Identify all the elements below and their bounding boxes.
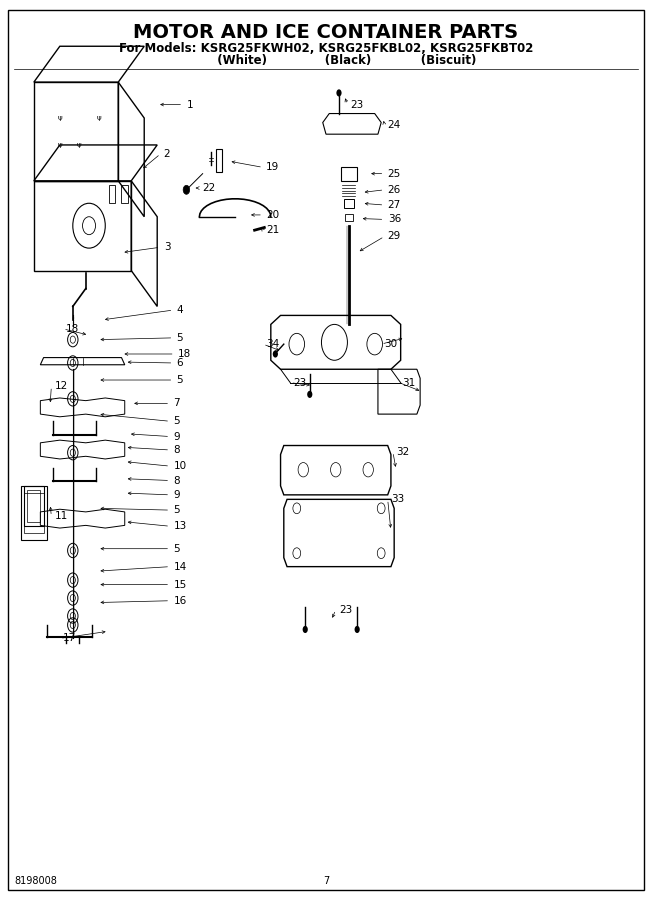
Text: 2: 2 [164, 148, 170, 159]
Text: 9: 9 [173, 431, 180, 442]
Text: 21: 21 [266, 225, 280, 235]
Text: 9: 9 [173, 490, 180, 500]
Text: 30: 30 [385, 339, 398, 349]
Text: 24: 24 [388, 121, 401, 130]
Text: (White)              (Black)            (Biscuit): (White) (Black) (Biscuit) [176, 54, 476, 68]
Text: 3: 3 [164, 242, 170, 252]
Bar [24, 493, 44, 533]
Bar [344, 199, 354, 208]
Circle shape [303, 626, 308, 633]
Circle shape [355, 626, 360, 633]
Bar [108, 185, 115, 203]
Text: ψ: ψ [57, 142, 62, 148]
Text: 19: 19 [266, 162, 280, 173]
Text: 17: 17 [63, 634, 76, 643]
Circle shape [183, 185, 190, 194]
Text: 22: 22 [203, 183, 216, 193]
Text: 23: 23 [293, 378, 307, 388]
Circle shape [273, 350, 278, 357]
Text: 6: 6 [177, 358, 183, 368]
Text: 8: 8 [173, 445, 180, 455]
Text: 27: 27 [388, 200, 401, 210]
Text: 8: 8 [173, 475, 180, 485]
Text: 26: 26 [388, 184, 401, 194]
Text: ψ: ψ [57, 115, 62, 121]
Text: ψ: ψ [96, 115, 101, 121]
Text: 18: 18 [67, 324, 80, 334]
Text: 1: 1 [186, 100, 193, 110]
Text: 36: 36 [388, 214, 401, 224]
Text: For Models: KSRG25FKWH02, KSRG25FKBL02, KSRG25FKBT02: For Models: KSRG25FKWH02, KSRG25FKBL02, … [119, 41, 533, 55]
Text: 12: 12 [55, 382, 68, 392]
Text: 10: 10 [173, 461, 186, 472]
Text: 5: 5 [177, 333, 183, 343]
Text: 7: 7 [323, 876, 329, 886]
Text: 5: 5 [177, 375, 183, 385]
Bar [345, 214, 353, 221]
Bar [121, 185, 128, 203]
Text: 7: 7 [173, 399, 180, 409]
Text: 33: 33 [391, 494, 404, 504]
Text: 29: 29 [388, 231, 401, 241]
Text: 18: 18 [178, 349, 191, 359]
Text: 23: 23 [351, 100, 364, 110]
Text: 16: 16 [173, 596, 186, 606]
Text: 5: 5 [173, 544, 180, 554]
Text: 23: 23 [339, 605, 352, 615]
Text: 15: 15 [173, 580, 186, 590]
Text: 11: 11 [55, 511, 68, 521]
Text: 13: 13 [173, 521, 186, 531]
Text: 4: 4 [177, 305, 183, 315]
Bar [24, 486, 44, 526]
Circle shape [336, 89, 342, 96]
Bar [341, 167, 357, 181]
Text: 32: 32 [396, 446, 409, 457]
Text: MOTOR AND ICE CONTAINER PARTS: MOTOR AND ICE CONTAINER PARTS [134, 23, 518, 42]
Text: 31: 31 [402, 378, 416, 388]
Text: 25: 25 [388, 168, 401, 179]
Text: 8198008: 8198008 [14, 876, 57, 886]
Bar [21, 486, 47, 540]
Bar [27, 491, 40, 522]
Text: 20: 20 [266, 210, 280, 220]
Text: ψ: ψ [77, 142, 82, 148]
Circle shape [307, 391, 312, 398]
Text: 34: 34 [266, 339, 280, 349]
Text: 5: 5 [173, 417, 180, 427]
Text: 14: 14 [173, 562, 186, 572]
Text: 5: 5 [173, 505, 180, 515]
